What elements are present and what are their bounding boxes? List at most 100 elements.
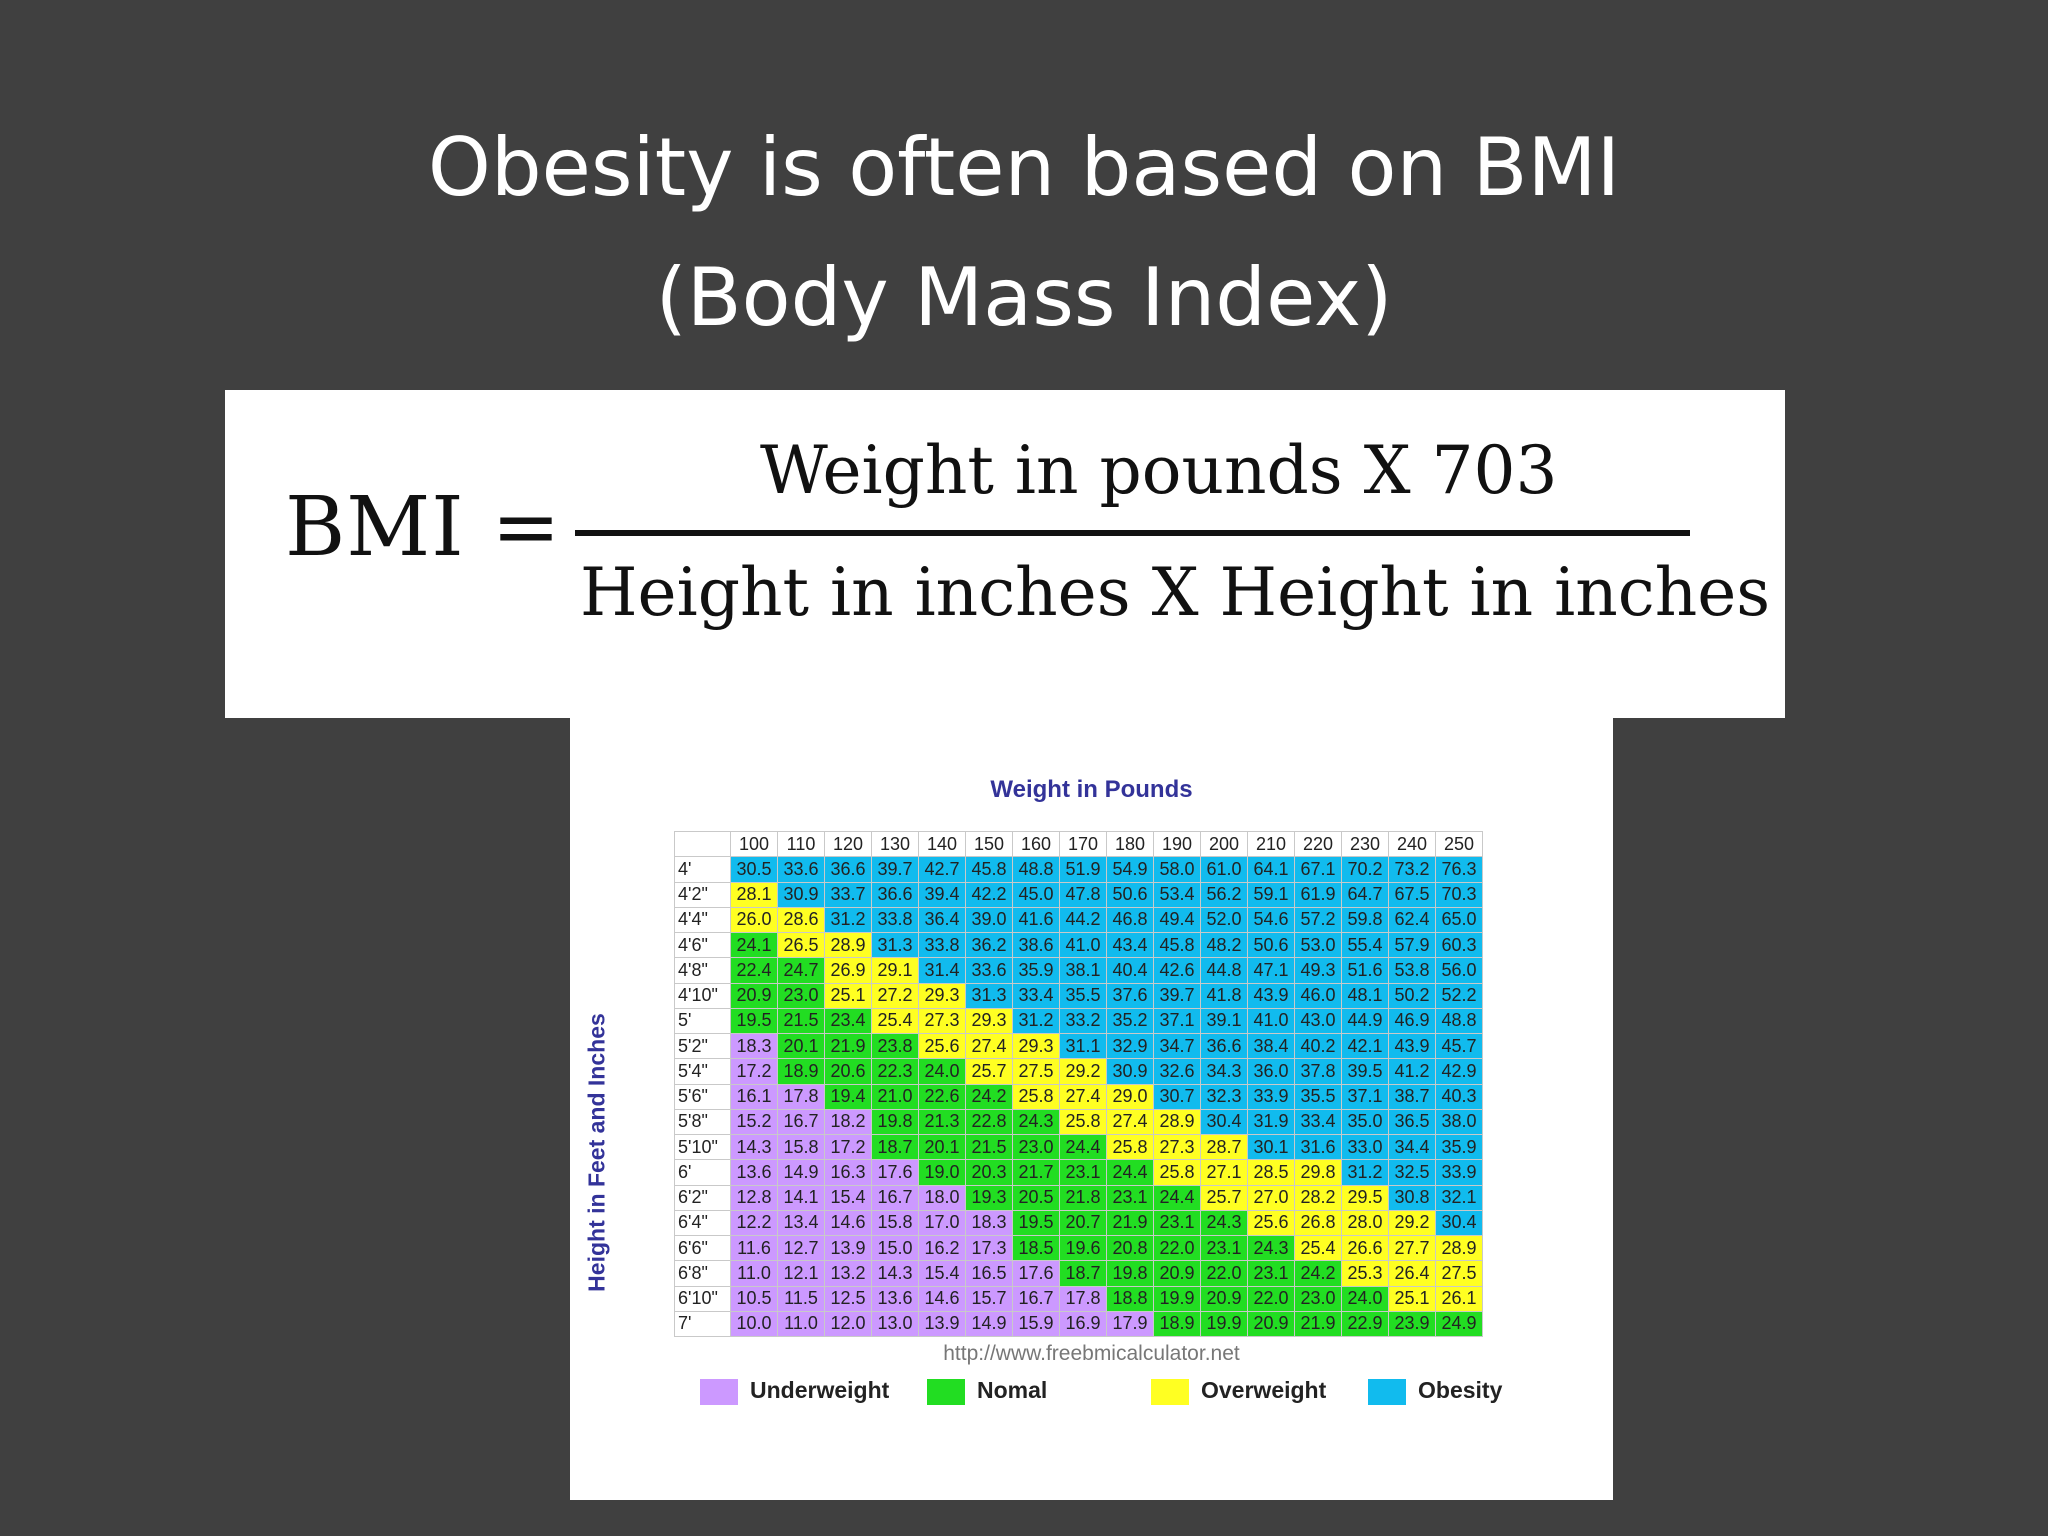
bmi-value-cell: 28.9 — [1435, 1234, 1483, 1262]
bmi-value-cell: 28.1 — [730, 881, 778, 908]
bmi-value-cell: 25.1 — [1388, 1285, 1436, 1312]
bmi-value-cell: 29.8 — [1294, 1159, 1342, 1186]
bmi-value-cell: 15.7 — [965, 1285, 1013, 1312]
legend-label-obesity: Obesity — [1418, 1377, 1503, 1403]
bmi-value-cell: 38.4 — [1247, 1032, 1295, 1060]
bmi-value-cell: 31.2 — [1012, 1007, 1060, 1035]
bmi-value-cell: 42.2 — [965, 881, 1013, 908]
bmi-value-cell: 58.0 — [1153, 856, 1201, 883]
bmi-value-cell: 13.9 — [824, 1234, 872, 1262]
row-header-height: 4'2" — [674, 881, 731, 908]
bmi-value-cell: 14.6 — [824, 1209, 872, 1237]
bmi-value-cell: 40.4 — [1106, 957, 1154, 984]
column-header-weight: 190 — [1153, 830, 1201, 858]
table-row: 4'2" 28.1 30.9 33.7 36.6 39.4 42.2 45.0 47.8 50.6… — [674, 881, 1483, 908]
bmi-value-cell: 20.9 — [730, 982, 778, 1009]
bmi-value-cell: 51.6 — [1341, 957, 1389, 984]
bmi-value-cell: 30.5 — [730, 856, 778, 883]
bmi-value-cell: 41.0 — [1247, 1007, 1295, 1035]
bmi-value-cell: 14.9 — [965, 1310, 1013, 1338]
bmi-value-cell: 27.4 — [1059, 1083, 1107, 1110]
bmi-value-cell: 48.1 — [1341, 982, 1389, 1009]
bmi-value-cell: 25.6 — [918, 1032, 966, 1060]
bmi-value-cell: 12.8 — [730, 1184, 778, 1211]
bmi-value-cell: 24.2 — [965, 1083, 1013, 1110]
bmi-value-cell: 13.6 — [730, 1159, 778, 1186]
source-url: http://www.freebmicalculator.net — [943, 1342, 1240, 1365]
bmi-value-cell: 54.6 — [1247, 906, 1295, 934]
bmi-value-cell: 23.9 — [1388, 1310, 1436, 1338]
bmi-value-cell: 36.5 — [1388, 1108, 1436, 1136]
table-row: 6'6" 11.6 12.7 13.9 15.0 16.2 17.3 18.5 19.6 20.8… — [674, 1234, 1483, 1262]
table-row: 5' 19.5 21.5 23.4 25.4 27.3 29.3 31.2 33.2 35.2 37… — [674, 1007, 1483, 1035]
table-row: 5'2" 18.3 20.1 21.9 23.8 25.6 27.4 29.3 31.1 32.9… — [674, 1032, 1483, 1060]
bmi-value-cell: 61.9 — [1294, 881, 1342, 908]
row-header-height: 5'4" — [674, 1058, 731, 1085]
table-row: 6'2" 12.8 14.1 15.4 16.7 18.0 19.3 20.5 21.8 23.1… — [674, 1184, 1483, 1211]
slide-title-line2: (Body Mass Index) — [655, 251, 1393, 344]
bmi-value-cell: 45.0 — [1012, 881, 1060, 908]
bmi-value-cell: 11.0 — [777, 1310, 825, 1338]
bmi-value-cell: 28.0 — [1341, 1209, 1389, 1237]
bmi-value-cell: 17.3 — [965, 1234, 1013, 1262]
bmi-value-cell: 19.4 — [824, 1083, 872, 1110]
bmi-value-cell: 41.0 — [1059, 931, 1107, 959]
legend-label-overweight: Overweight — [1201, 1377, 1327, 1403]
bmi-value-cell: 25.6 — [1247, 1209, 1295, 1237]
bmi-value-cell: 12.0 — [824, 1310, 872, 1338]
bmi-value-cell: 26.9 — [824, 957, 872, 984]
bmi-value-cell: 48.8 — [1435, 1007, 1483, 1035]
bmi-value-cell: 41.2 — [1388, 1058, 1436, 1085]
bmi-value-cell: 23.0 — [1012, 1133, 1060, 1161]
bmi-value-cell: 24.0 — [1341, 1285, 1389, 1312]
bmi-value-cell: 12.5 — [824, 1285, 872, 1312]
bmi-value-cell: 41.6 — [1012, 906, 1060, 934]
bmi-value-cell: 26.0 — [730, 906, 778, 934]
bmi-value-cell: 37.1 — [1153, 1007, 1201, 1035]
bmi-value-cell: 20.9 — [1200, 1285, 1248, 1312]
bmi-value-cell: 31.6 — [1294, 1133, 1342, 1161]
bmi-value-cell: 38.6 — [1012, 931, 1060, 959]
bmi-value-cell: 11.0 — [730, 1260, 778, 1287]
bmi-value-cell: 39.5 — [1341, 1058, 1389, 1085]
bmi-value-cell: 35.0 — [1341, 1108, 1389, 1136]
bmi-value-cell: 57.2 — [1294, 906, 1342, 934]
bmi-value-cell: 15.8 — [777, 1133, 825, 1161]
bmi-value-cell: 73.2 — [1388, 856, 1436, 883]
table-row: 4' 30.5 33.6 36.6 39.7 42.7 45.8 48.8 51.9 54.9 58… — [674, 856, 1483, 883]
bmi-value-cell: 14.9 — [777, 1159, 825, 1186]
bmi-value-cell: 28.9 — [1153, 1108, 1201, 1136]
bmi-value-cell: 62.4 — [1388, 906, 1436, 934]
bmi-value-cell: 36.6 — [1200, 1032, 1248, 1060]
bmi-value-cell: 10.5 — [730, 1285, 778, 1312]
bmi-value-cell: 20.1 — [777, 1032, 825, 1060]
bmi-value-cell: 42.6 — [1153, 957, 1201, 984]
bmi-value-cell: 16.5 — [965, 1260, 1013, 1287]
bmi-value-cell: 43.9 — [1247, 982, 1295, 1009]
bmi-value-cell: 29.0 — [1106, 1083, 1154, 1110]
table-corner-cell — [674, 830, 731, 858]
bmi-value-cell: 29.2 — [1388, 1209, 1436, 1237]
bmi-value-cell: 14.1 — [777, 1184, 825, 1211]
bmi-value-cell: 19.9 — [1153, 1285, 1201, 1312]
row-header-height: 6'4" — [674, 1209, 731, 1237]
bmi-value-cell: 36.6 — [824, 856, 872, 883]
bmi-value-cell: 28.2 — [1294, 1184, 1342, 1211]
bmi-value-cell: 37.8 — [1294, 1058, 1342, 1085]
bmi-value-cell: 16.1 — [730, 1083, 778, 1110]
bmi-value-cell: 13.9 — [918, 1310, 966, 1338]
bmi-value-cell: 16.2 — [918, 1234, 966, 1262]
slide-title-line1: Obesity is often based on BMI — [427, 121, 1621, 214]
bmi-value-cell: 17.0 — [918, 1209, 966, 1237]
column-header-weight: 240 — [1388, 830, 1436, 858]
table-row: 4'6" 24.1 26.5 28.9 31.3 33.8 36.2 38.6 41.0 43.4… — [674, 931, 1483, 959]
formula-denominator: Height in inches X Height in inches — [580, 554, 1771, 631]
bmi-value-cell: 21.7 — [1012, 1159, 1060, 1186]
bmi-value-cell: 35.2 — [1106, 1007, 1154, 1035]
bmi-value-cell: 34.3 — [1200, 1058, 1248, 1085]
row-header-height: 6' — [674, 1159, 731, 1186]
bmi-value-cell: 39.7 — [1153, 982, 1201, 1009]
bmi-value-cell: 21.8 — [1059, 1184, 1107, 1211]
column-header-weight: 180 — [1106, 830, 1154, 858]
fraction-bar — [575, 530, 1690, 536]
